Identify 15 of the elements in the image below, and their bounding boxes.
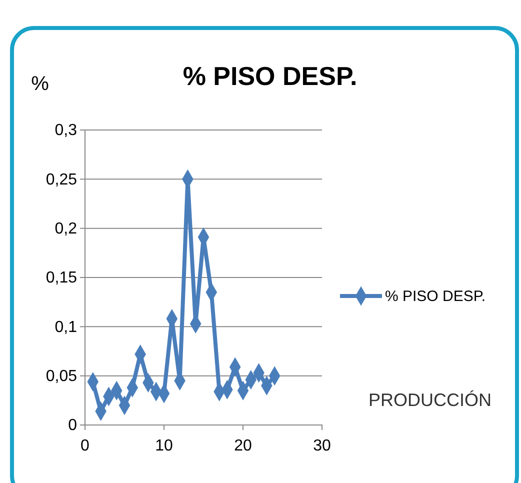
legend-label: % PISO DESP. [385, 288, 486, 305]
y-tick-label: 0,05 [46, 368, 78, 385]
y-tick-label: 0,3 [54, 122, 78, 140]
chart-title: % PISO DESP. [182, 61, 358, 91]
x-tick-label: 0 [80, 438, 90, 455]
x-tick-label: 20 [234, 438, 252, 455]
y-tick-label: 0,15 [46, 270, 78, 287]
y-axis-title: % [31, 73, 50, 95]
y-tick-label: 0,1 [54, 318, 78, 336]
y-tick-label: 0,25 [46, 171, 78, 188]
x-axis-title: PRODUCCIÓN [368, 390, 492, 410]
y-tick-label: 0,2 [54, 220, 78, 238]
y-tick-label: 0 [68, 417, 78, 434]
x-tick-label: 10 [155, 438, 173, 455]
x-tick-label: 30 [313, 438, 331, 455]
